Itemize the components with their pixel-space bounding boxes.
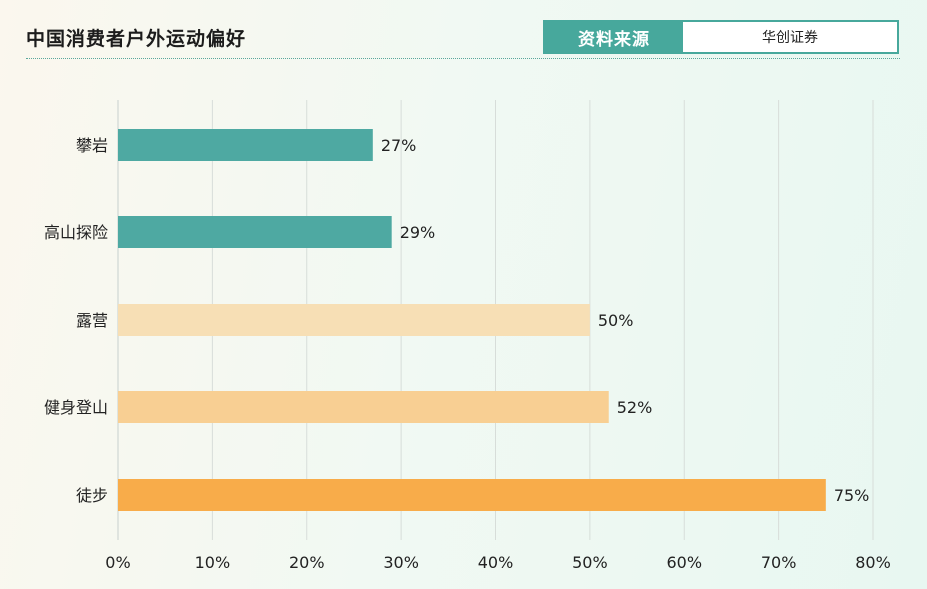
data-label: 50% <box>598 311 634 330</box>
source-value: 华创证券 <box>762 30 818 46</box>
source-label: 资料来源 <box>545 22 683 52</box>
data-label: 27% <box>381 136 417 155</box>
bars <box>118 129 826 511</box>
x-tick-label: 0% <box>105 553 130 572</box>
x-tick-label: 10% <box>195 553 231 572</box>
x-tick-label: 80% <box>855 553 891 572</box>
bar <box>118 391 609 423</box>
x-tick-label: 60% <box>666 553 702 572</box>
data-label: 29% <box>400 223 436 242</box>
category-label: 露营 <box>76 311 108 330</box>
bar <box>118 479 826 511</box>
source-box: 资料来源 华创证券 <box>543 20 899 54</box>
title-divider <box>26 58 900 59</box>
bar <box>118 216 392 248</box>
bar <box>118 304 590 336</box>
data-label: 75% <box>834 486 870 505</box>
chart-title: 中国消费者户外运动偏好 <box>26 28 247 50</box>
labels: 0% 10% 20% 30% 40% 50% 60% 70% 80% 攀岩 27% 高山探险 29% 露营… <box>44 136 891 572</box>
x-tick-label: 50% <box>572 553 608 572</box>
x-tick-label: 20% <box>289 553 325 572</box>
x-tick-label: 30% <box>383 553 419 572</box>
bar <box>118 129 373 161</box>
category-label: 攀岩 <box>76 136 108 155</box>
category-label: 高山探险 <box>44 223 108 242</box>
x-tick-label: 70% <box>761 553 797 572</box>
data-label: 52% <box>617 398 653 417</box>
x-tick-label: 40% <box>478 553 514 572</box>
category-label: 徒步 <box>76 486 108 505</box>
category-label: 健身登山 <box>44 398 108 417</box>
